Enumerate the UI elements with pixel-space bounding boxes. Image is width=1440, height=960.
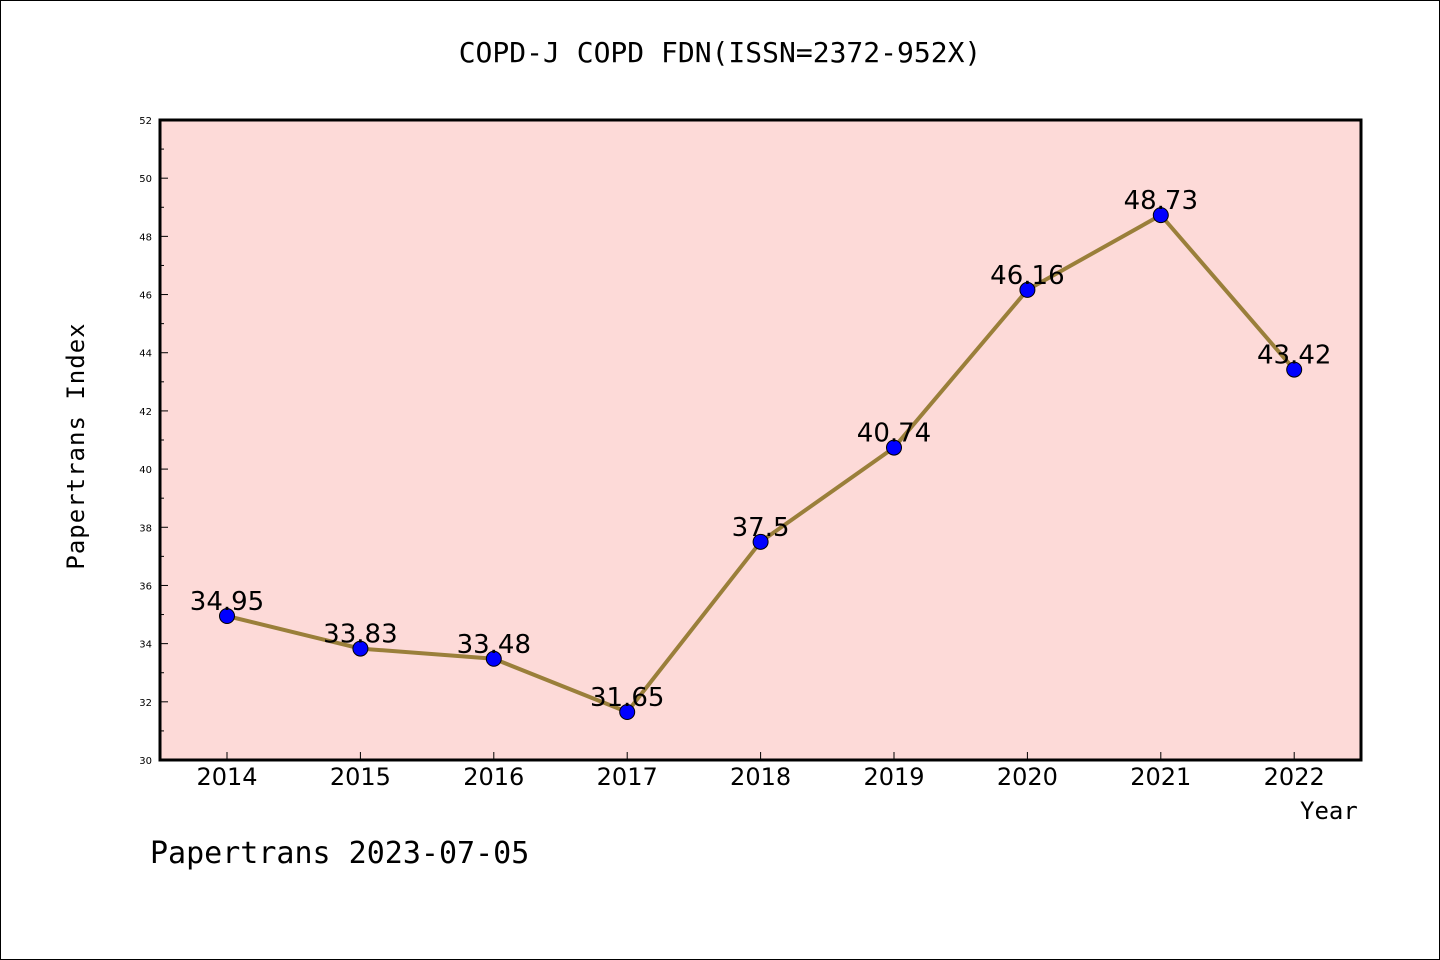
data-label: 43.42 [1257,341,1331,371]
x-tick-label: 2022 [1264,763,1325,791]
data-label: 33.48 [457,630,531,660]
data-label: 34.95 [190,587,264,617]
data-point [219,608,235,624]
data-point [619,704,636,720]
y-tick-label: 38 [139,523,152,534]
footer-credit: Papertrans 2023-07-05 [150,836,530,871]
chart-title: COPD-J COPD FDN(ISSN=2372-952X) [458,36,982,69]
y-tick-label: 32 [139,698,152,709]
x-tick-label: 2015 [330,763,391,791]
data-label: 48.73 [1124,186,1198,216]
y-tick-label: 40 [139,465,152,476]
plot-border [158,118,1363,762]
data-point [752,533,769,550]
data-label: 33.83 [323,620,397,650]
x-tick-label: 2017 [597,763,658,791]
x-tick-label: 2021 [1130,763,1191,791]
data-point [352,640,369,657]
y-tick-label: 42 [139,407,152,418]
x-tick-label: 2016 [463,763,524,791]
x-tick-label: 2020 [997,763,1058,791]
x-axis-label: Year [1300,797,1358,825]
data-point [1286,361,1303,378]
y-tick-label: 36 [139,581,152,592]
y-tick-label: 34 [139,640,152,651]
x-tick-label: 2019 [863,763,924,791]
y-tick-label: 44 [139,349,152,360]
x-tick-label: 2018 [730,763,791,791]
data-label: 40.74 [857,419,931,449]
data-point [886,439,902,456]
y-tick-label: 30 [139,756,152,767]
data-point [1152,207,1169,224]
data-point [485,650,502,667]
data-point [1019,281,1036,298]
x-tick-label: 2014 [196,763,257,791]
y-tick-label: 50 [139,174,152,185]
data-label: 31.65 [590,683,664,713]
y-tick-label: 48 [139,232,152,243]
data-label: 37.5 [732,513,790,543]
y-tick-label: 52 [139,116,152,127]
y-tick-label: 46 [139,291,152,302]
data-label: 46.16 [990,261,1064,291]
